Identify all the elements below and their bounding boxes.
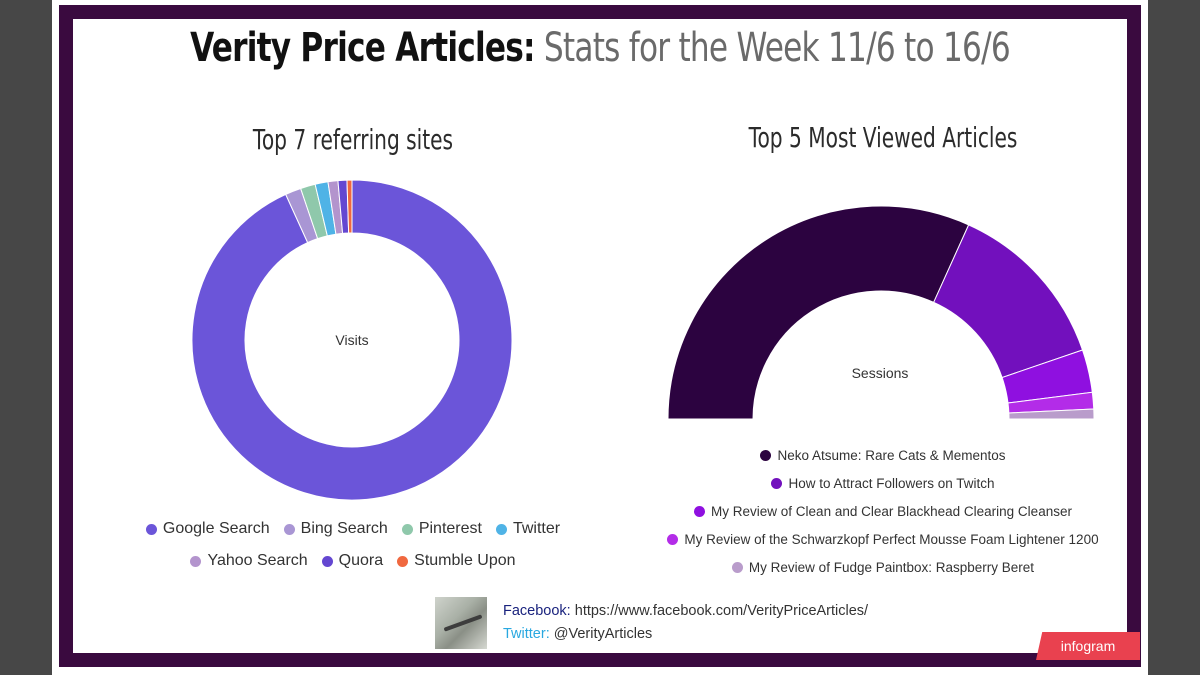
page-title: Verity Price Articles: Stats for the Wee… — [189, 25, 1011, 71]
legend-item-bing-search[interactable]: Bing Search — [283, 520, 388, 538]
legend-item-article-1-swatch — [760, 449, 772, 461]
half-donut-center-label: Sessions — [851, 365, 909, 381]
legend-item-article-5[interactable]: My Review of Fudge Paintbox: Raspberry B… — [731, 553, 1035, 581]
legend-item-google-search-swatch — [145, 523, 157, 535]
twitter-line: Twitter: @VerityArticles — [503, 623, 868, 646]
facebook-label: Facebook: — [503, 603, 571, 619]
legend-item-article-2[interactable]: How to Attract Followers on Twitch — [771, 469, 995, 497]
facebook-line: Facebook: https://www.facebook.com/Verit… — [503, 600, 868, 623]
legend-item-quora-label: Quora — [338, 552, 384, 569]
legend-item-stumble-upon-swatch — [397, 555, 409, 567]
title-main: Verity Price Articles: — [190, 25, 535, 71]
legend-item-twitter-label: Twitter — [512, 520, 561, 537]
legend-item-article-2-swatch — [771, 477, 783, 489]
half-donut-slice-5[interactable] — [1008, 408, 1095, 420]
legend-item-google-search[interactable]: Google Search — [145, 520, 270, 538]
infographic-canvas: Verity Price Articles: Stats for the Wee… — [73, 19, 1127, 653]
legend-item-stumble-upon-label: Stumble Upon — [414, 552, 516, 569]
legend-item-yahoo-search-label: Yahoo Search — [207, 552, 308, 569]
donut-legend-row-2: Yahoo Search Quora Stumble Upon — [113, 552, 593, 570]
donut-slice-stumble-upon[interactable] — [346, 179, 353, 234]
title-rest: Stats for the Week 11/6 to 16/6 — [543, 25, 1011, 71]
legend-item-stumble-upon[interactable]: Stumble Upon — [397, 552, 516, 570]
legend-item-article-3-swatch — [694, 505, 706, 517]
legend-item-article-1-label: Neko Atsume: Rare Cats & Mementos — [777, 447, 1006, 463]
donut-legend-row-1: Google Search Bing Search Pinterest Twitter — [113, 520, 593, 538]
legend-item-bing-search-swatch — [283, 523, 295, 535]
twitter-link[interactable]: @VerityArticles — [553, 626, 653, 642]
legend-item-article-3[interactable]: My Review of Clean and Clear Blackhead C… — [694, 497, 1072, 525]
donut-slice-google-search[interactable] — [191, 179, 513, 501]
half-donut-slice-1[interactable] — [667, 205, 970, 420]
legend-item-bing-search-label: Bing Search — [300, 520, 388, 537]
legend-item-article-5-swatch — [731, 561, 743, 573]
legend-item-yahoo-search[interactable]: Yahoo Search — [190, 552, 308, 570]
twitter-label: Twitter: — [503, 626, 550, 642]
legend-item-article-2-label: How to Attract Followers on Twitch — [788, 475, 995, 491]
legend-item-article-4-swatch — [667, 533, 679, 545]
footer-contact: Facebook: https://www.facebook.com/Verit… — [435, 597, 868, 649]
legend-item-article-4-label: My Review of the Schwarzkopf Perfect Mou… — [684, 531, 1099, 547]
legend-item-twitter-swatch — [495, 523, 507, 535]
legend-item-article-4[interactable]: My Review of the Schwarzkopf Perfect Mou… — [667, 525, 1099, 553]
referring-sites-donut-chart — [191, 179, 513, 501]
pen-paper-thumbnail — [435, 597, 487, 649]
legend-item-article-1[interactable]: Neko Atsume: Rare Cats & Mementos — [760, 441, 1006, 469]
legend-item-article-5-label: My Review of Fudge Paintbox: Raspberry B… — [748, 559, 1035, 575]
legend-item-quora-swatch — [321, 555, 333, 567]
legend-item-article-3-label: My Review of Clean and Clear Blackhead C… — [711, 503, 1072, 519]
legend-item-twitter[interactable]: Twitter — [495, 520, 561, 538]
donut-chart-title: Top 7 referring sites — [252, 123, 454, 156]
half-donut-legend: Neko Atsume: Rare Cats & Mementos How to … — [643, 441, 1123, 581]
half-donut-chart-title: Top 5 Most Viewed Articles — [748, 121, 1018, 154]
legend-item-pinterest-swatch — [401, 523, 413, 535]
legend-item-yahoo-search-swatch — [190, 555, 202, 567]
articles-half-donut-chart — [667, 205, 1095, 420]
legend-item-pinterest[interactable]: Pinterest — [401, 520, 482, 538]
legend-item-pinterest-label: Pinterest — [418, 520, 482, 537]
donut-center-label: Visits — [335, 332, 369, 348]
legend-item-quora[interactable]: Quora — [321, 552, 384, 570]
infogram-badge[interactable]: infogram — [1036, 632, 1140, 660]
facebook-link[interactable]: https://www.facebook.com/VerityPriceArti… — [574, 603, 869, 619]
legend-item-google-search-label: Google Search — [162, 520, 270, 537]
